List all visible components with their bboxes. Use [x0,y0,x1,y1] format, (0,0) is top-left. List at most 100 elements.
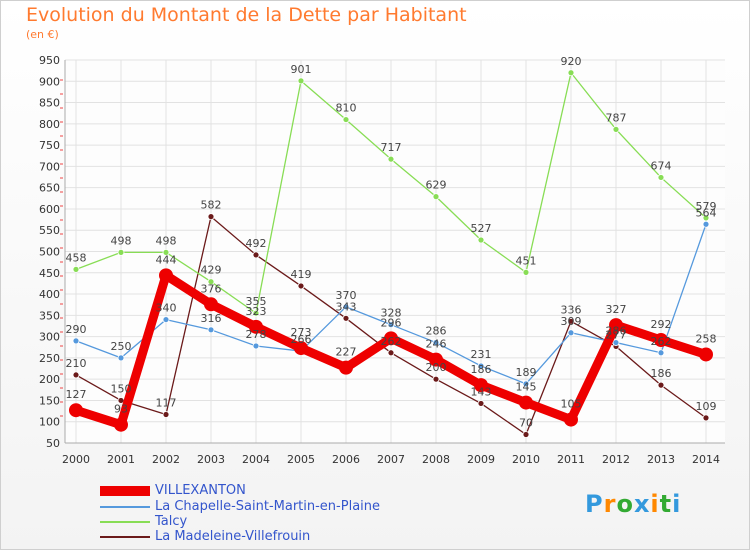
data-label: 70 [519,416,533,429]
data-label: 286 [426,325,447,338]
data-point [522,431,530,438]
data-label: 286 [606,325,627,338]
data-point [432,339,440,346]
proxiti-logo: Proxiti [585,490,681,518]
data-point [297,77,305,85]
data-label: 93 [114,403,128,416]
x-tick-label: 2002 [152,453,180,466]
data-point [342,116,350,123]
data-point [477,236,485,244]
y-tick-label: 650 [39,182,60,195]
x-tick-label: 2008 [422,453,450,466]
data-point [204,297,218,312]
logo-letter: t [659,490,673,518]
data-label: 492 [246,237,267,250]
data-point [72,337,80,345]
y-tick-label: 350 [39,309,60,322]
data-label: 150 [111,382,132,395]
x-tick-label: 2012 [602,453,630,466]
legend-swatch [100,536,150,538]
data-point [567,69,575,77]
logo-letter: x [633,490,651,518]
data-point [387,349,395,357]
data-label: 309 [561,315,582,328]
data-label: 328 [381,307,402,320]
data-point [567,317,575,325]
legend-swatch [100,506,150,508]
data-point [72,265,80,273]
data-label: 327 [606,303,627,316]
data-label: 127 [66,388,87,401]
data-label: 105 [561,398,582,411]
y-tick-label: 200 [39,373,60,386]
data-point [117,248,125,256]
data-label: 262 [651,335,672,348]
legend-item-la-madeleine: La Madeleine-Villefrouin [100,529,460,545]
legend-swatch [100,521,150,523]
data-label: 189 [516,366,537,379]
data-point [249,319,263,334]
data-point [384,331,398,346]
data-label: 290 [66,323,87,336]
data-label: 258 [696,332,717,345]
y-tick-label: 450 [39,267,60,280]
x-tick-label: 2004 [242,453,270,466]
data-label: 145 [516,381,537,394]
logo-letter: P [585,490,604,518]
data-point [387,155,395,163]
data-label: 117 [156,396,177,409]
data-point [699,347,713,362]
x-tick-label: 2014 [692,453,720,466]
data-label: 227 [336,346,357,359]
data-point [162,248,170,256]
data-label: 186 [651,367,672,380]
legend-label: La Chapelle-Saint-Martin-en-Plaine [155,499,381,514]
data-point [207,213,215,221]
data-point [342,303,350,311]
data-point [474,378,488,393]
data-point [654,333,668,348]
y-tick-label: 100 [39,416,60,429]
data-point [252,309,260,317]
data-point [429,352,443,367]
logo-letter: o [616,490,634,518]
data-label: 376 [201,282,222,295]
x-tick-label: 2013 [647,453,675,466]
logo-letter: i [672,490,682,518]
chart-title: Evolution du Montant de la Dette par Hab… [26,4,467,26]
data-label: 262 [381,335,402,348]
data-label: 340 [156,302,177,315]
data-point [519,395,533,410]
data-label: 458 [66,251,87,264]
data-label: 717 [381,141,402,154]
data-label: 498 [111,234,132,247]
data-label: 186 [471,363,492,376]
x-tick-label: 2001 [107,453,135,466]
y-tick-label: 550 [39,224,60,237]
data-point [294,341,308,356]
x-tick-label: 2010 [512,453,540,466]
y-tick-label: 150 [39,394,60,407]
data-label: 674 [651,159,672,172]
data-point [702,414,710,422]
data-label: 246 [426,338,447,351]
data-label: 343 [336,300,357,313]
data-point [114,417,128,432]
y-tick-label: 500 [39,246,60,259]
data-point [207,278,215,286]
y-tick-label: 600 [39,203,60,216]
data-point [162,316,170,323]
data-label: 498 [156,234,177,247]
data-label: 629 [426,179,447,192]
logo-letter: i [650,490,660,518]
data-point [567,329,575,337]
data-point [432,375,440,383]
x-tick-label: 2007 [377,453,405,466]
y-tick-label: 850 [39,97,60,110]
data-point [657,349,665,357]
legend-item-talcy: Talcy [100,514,460,530]
y-tick-label: 250 [39,352,60,365]
data-label: 564 [696,206,717,219]
data-point [69,403,83,418]
